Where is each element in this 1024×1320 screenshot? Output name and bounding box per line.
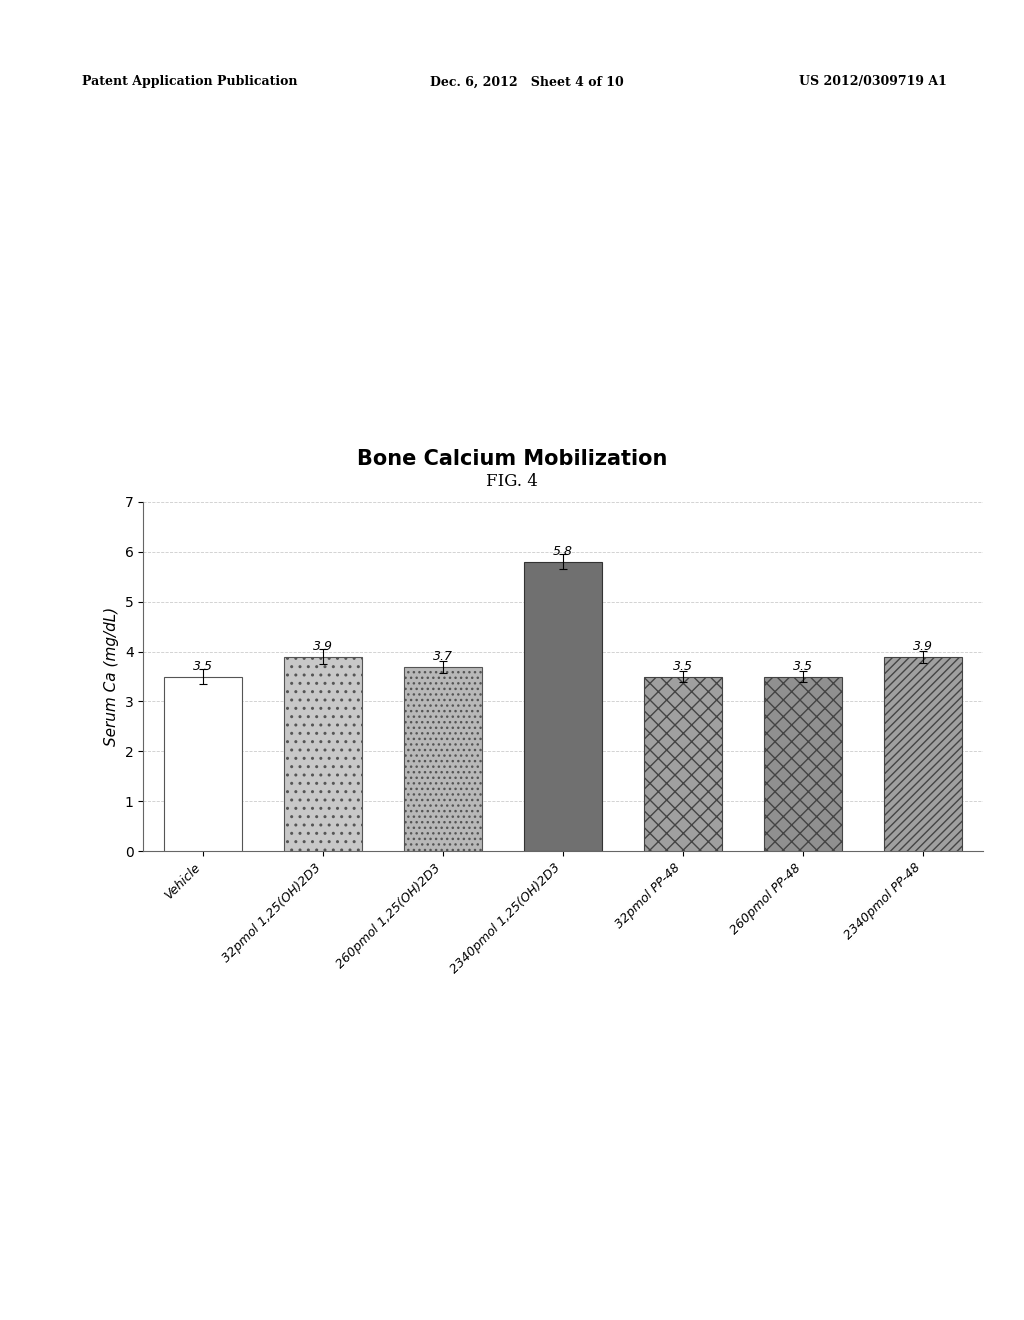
Text: FIG. 4: FIG. 4 [486, 474, 538, 490]
Bar [404, 667, 482, 851]
Text: 3.9: 3.9 [313, 640, 333, 653]
Text: 5.8: 5.8 [553, 545, 573, 558]
Text: Dec. 6, 2012   Sheet 4 of 10: Dec. 6, 2012 Sheet 4 of 10 [430, 75, 624, 88]
Text: Patent Application Publication: Patent Application Publication [82, 75, 297, 88]
Bar [884, 656, 962, 851]
Bar [524, 561, 602, 851]
Text: US 2012/0309719 A1: US 2012/0309719 A1 [799, 75, 946, 88]
Text: 3.5: 3.5 [673, 660, 693, 673]
Text: 3.5: 3.5 [794, 660, 813, 673]
Text: 3.7: 3.7 [433, 649, 454, 663]
Text: Bone Calcium Mobilization: Bone Calcium Mobilization [356, 449, 668, 469]
Bar [285, 656, 362, 851]
Text: 3.9: 3.9 [913, 640, 933, 653]
Bar [644, 676, 722, 851]
Bar [164, 676, 243, 851]
Y-axis label: Serum Ca (mg/dL): Serum Ca (mg/dL) [104, 607, 119, 746]
Bar [764, 676, 842, 851]
Text: 3.5: 3.5 [194, 660, 213, 673]
